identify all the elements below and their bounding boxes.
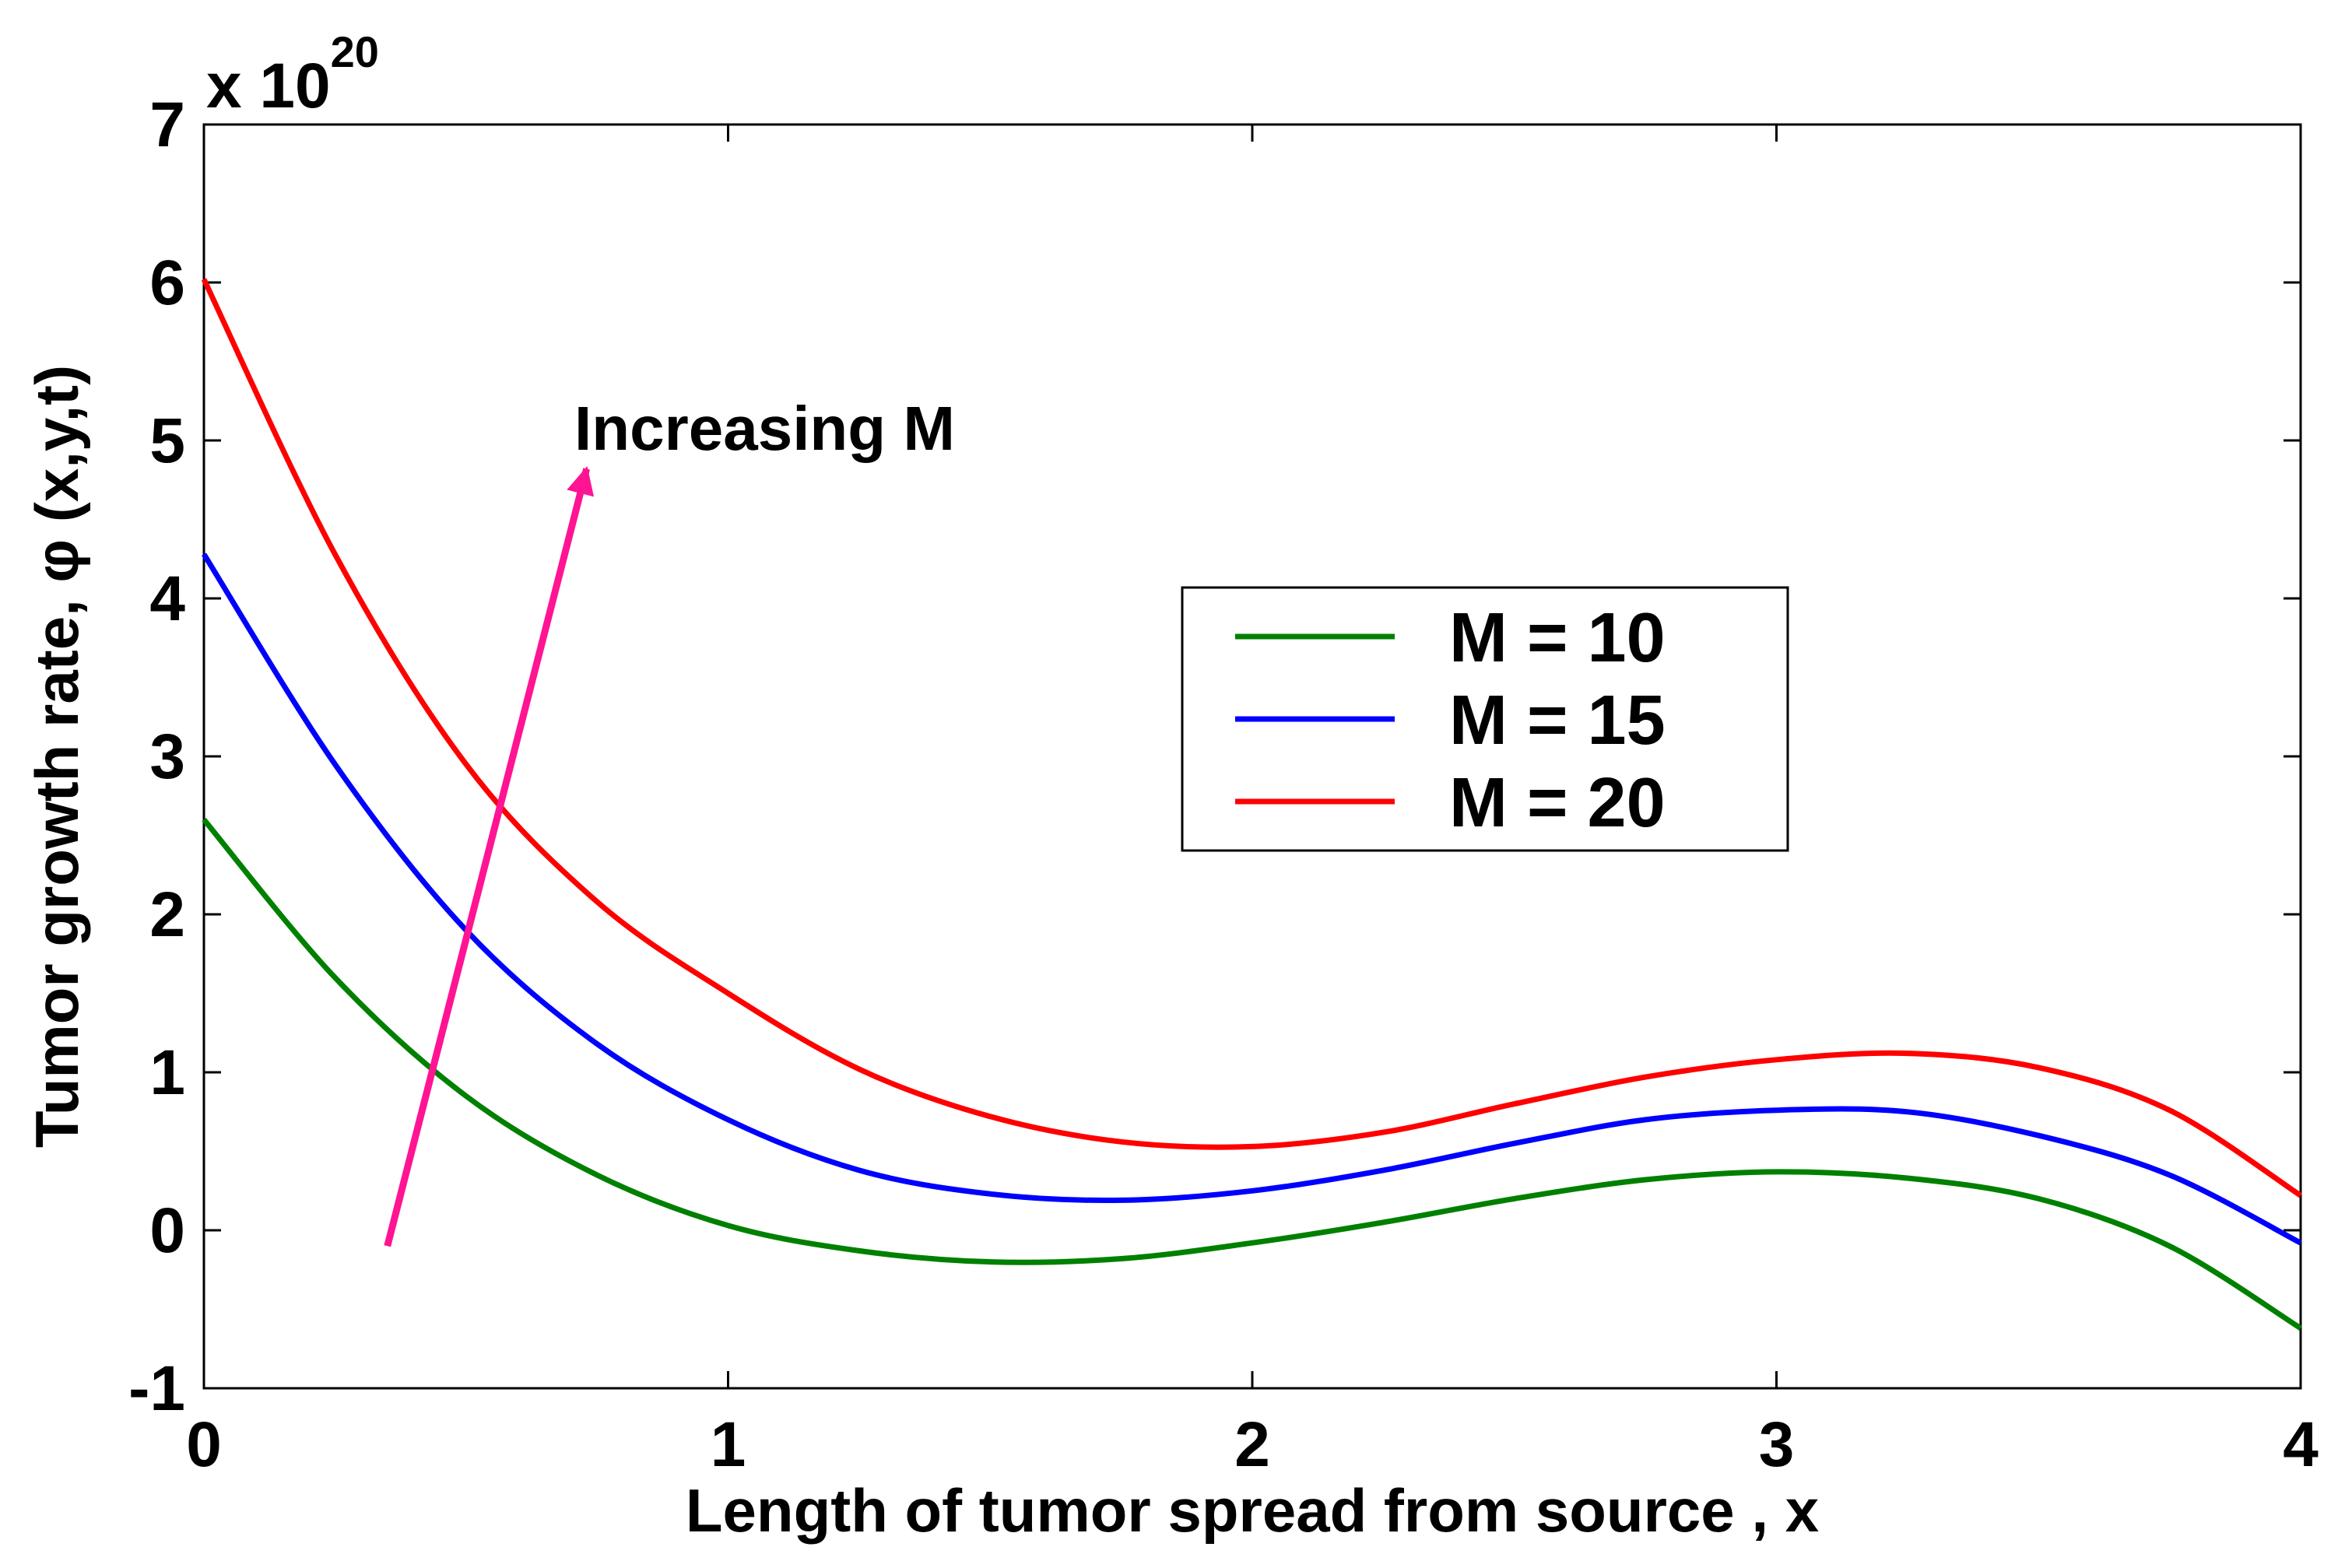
x-tick-label: 4	[2283, 1409, 2319, 1480]
legend: M = 10M = 15M = 20	[1181, 586, 1789, 852]
series-line-3	[201, 278, 2302, 1198]
y-tick-label: 3	[149, 721, 185, 792]
y-axis-multiplier: x 1020	[206, 27, 379, 121]
x-axis-label: Length of tumor spread from source , x	[686, 1476, 1819, 1545]
y-axis: -1 0 1 2 3 4 5 6 7	[128, 89, 2301, 1424]
y-tick-label: 6	[149, 247, 185, 318]
y-tick-label: -1	[128, 1353, 185, 1424]
x-tick-label: 0	[186, 1409, 222, 1480]
y-multiplier-exponent: 20	[331, 27, 379, 76]
y-tick-label: 4	[149, 563, 185, 634]
increasing-m-arrow	[384, 466, 595, 1247]
y-multiplier-base: x 10	[206, 51, 331, 121]
series-line-2	[202, 552, 2302, 1246]
y-tick-label: 2	[149, 879, 185, 950]
increasing-m-label: Increasing M	[574, 394, 955, 463]
y-tick-label: 0	[149, 1195, 185, 1266]
series-line-1	[202, 817, 2302, 1331]
y-axis-label: Tumor growth rate, φ (x,y,t)	[23, 365, 91, 1148]
legend-label-3: M = 20	[1449, 764, 1666, 842]
legend-label-2: M = 15	[1449, 682, 1666, 759]
x-tick-label: 1	[711, 1409, 746, 1480]
y-tick-label: 7	[149, 89, 185, 160]
x-tick-label: 2	[1234, 1409, 1270, 1480]
series-layer	[201, 278, 2302, 1331]
y-tick-label: 1	[149, 1037, 185, 1108]
annotation: Increasing M	[384, 394, 955, 1247]
x-tick-label: 3	[1759, 1409, 1795, 1480]
x-axis: 0 1 2 3 4	[186, 125, 2319, 1480]
y-tick-label: 5	[149, 405, 185, 476]
legend-label-1: M = 10	[1449, 599, 1666, 677]
